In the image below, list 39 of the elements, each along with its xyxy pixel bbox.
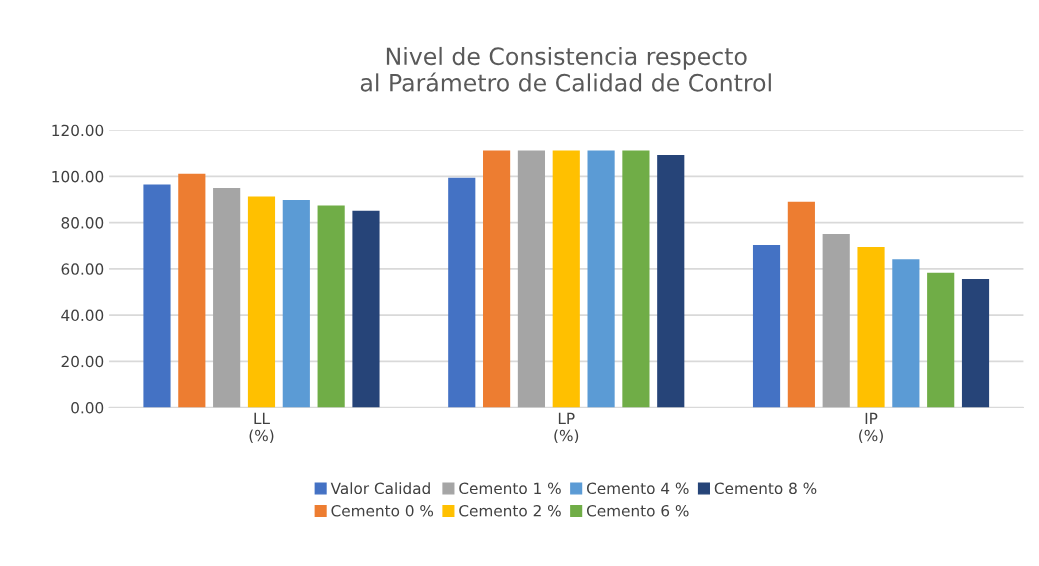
bar	[822, 233, 850, 408]
y-tick-label: 120.00	[52, 124, 104, 137]
y-tick-label: 40.00	[61, 309, 104, 322]
y-tick-label: 20.00	[61, 355, 104, 368]
x-tick-label: LP (%)	[554, 412, 579, 444]
legend-label: Cemento 2 %	[459, 504, 561, 517]
y-tick-label: 0.00	[71, 401, 104, 414]
bar	[927, 272, 955, 408]
y-tick-label: 100.00	[52, 170, 104, 183]
bar	[622, 150, 650, 408]
bar	[657, 154, 685, 408]
bar	[317, 205, 345, 408]
bar	[143, 184, 171, 408]
x-tick-label: LL (%)	[249, 412, 274, 444]
bar	[247, 196, 276, 408]
bar	[352, 210, 380, 408]
bar	[787, 201, 815, 408]
bar	[483, 150, 511, 408]
x-tick-label: IP (%)	[859, 412, 883, 444]
bar	[752, 245, 781, 408]
legend-label: Cemento 6 %	[586, 504, 689, 517]
bar	[961, 279, 990, 408]
bar	[517, 150, 546, 408]
legend-label: Valor Calidad	[330, 482, 430, 495]
bar	[448, 177, 476, 408]
bar	[178, 173, 206, 408]
bar	[213, 187, 241, 408]
y-tick-label: 60.00	[61, 263, 104, 275]
chart-title: Nivel de Consistencia respecto al Parámetro de Calidad de Control	[360, 46, 771, 92]
legend-label: Cemento 4 %	[586, 482, 689, 495]
bar	[857, 246, 885, 408]
bar	[552, 150, 580, 408]
legend-label: Cemento 1 %	[459, 482, 561, 495]
legend-label: Cemento 8 %	[714, 482, 817, 495]
legend-label: Cemento 0 %	[331, 504, 434, 517]
bar	[587, 150, 615, 408]
bar	[892, 259, 920, 408]
bar	[282, 199, 310, 408]
y-tick-label: 80.00	[61, 217, 104, 229]
